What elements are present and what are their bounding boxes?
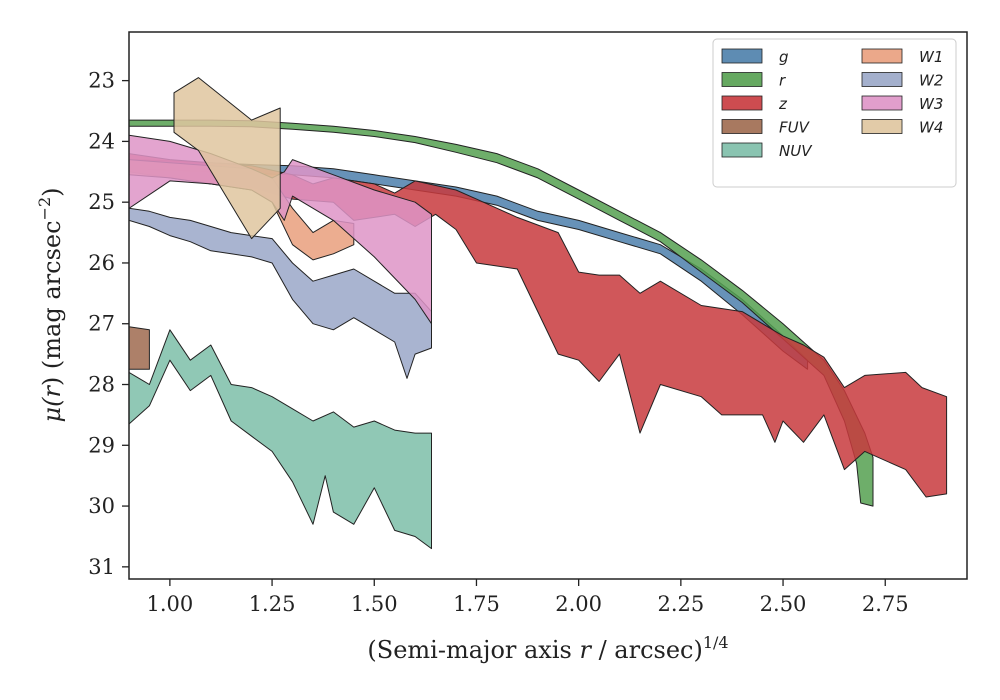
- y-tick-label: 27: [88, 312, 115, 336]
- legend-label-fuv: FUV: [779, 119, 811, 137]
- series-band-w2: [129, 207, 432, 379]
- legend-swatch-g: [721, 48, 763, 64]
- legend-label-w1: W1: [919, 48, 943, 66]
- y-tick-label: 28: [88, 373, 115, 397]
- series-band-z: [129, 153, 948, 498]
- legend: grz FUV NUV W1 W2 W3 W4: [712, 38, 957, 188]
- x-tick-label: 1.25: [249, 592, 296, 616]
- legend-swatch-fuv: [721, 119, 763, 134]
- y-tick-label: 29: [88, 433, 115, 457]
- legend-label-nuv: NUV: [779, 142, 813, 160]
- plot-frame: [128, 31, 968, 580]
- x-tick-label: 1.75: [453, 592, 500, 616]
- legend-swatch-r: [721, 72, 763, 87]
- legend-swatch-w4: [861, 119, 903, 134]
- legend-label-w3: W3: [919, 95, 943, 113]
- series-band-w4: [173, 77, 281, 240]
- legend-label-z: z: [778, 95, 788, 113]
- x-tick-label: 2.25: [657, 592, 704, 616]
- legend-label-w4: W4: [919, 119, 943, 137]
- x-tick-label: 2.50: [760, 592, 807, 616]
- x-axis-label: (Semi-major axis r / arcsec)1/4: [367, 633, 728, 664]
- legend-swatch-z: [721, 95, 763, 111]
- y-tick-label: 30: [88, 494, 115, 518]
- y-tick-label: 23: [88, 69, 115, 93]
- y-tick-label: 26: [88, 251, 115, 275]
- legend-label-g: g: [779, 48, 789, 66]
- series-band-fuv: [129, 326, 150, 370]
- legend-swatch-w1: [861, 48, 903, 64]
- legend-swatch-nuv: [721, 142, 763, 158]
- y-tick-label: 25: [88, 190, 115, 214]
- series-band-nuv: [129, 329, 432, 550]
- y-axis-label: μ(r) (mag arcsec−2): [35, 187, 66, 422]
- y-tick-label: 31: [88, 555, 115, 579]
- series-band-r: [129, 119, 874, 507]
- y-axis-ticks: 23 24 25 26 27 28 29 30 31: [88, 69, 129, 579]
- x-tick-label: 2.00: [555, 592, 602, 616]
- series-layer: [129, 77, 948, 550]
- x-tick-label: 2.75: [862, 592, 909, 616]
- x-tick-label: 1.50: [351, 592, 398, 616]
- x-axis-ticks: 1.00 1.25 1.50 1.75 2.00 2.25 2.50 2.75: [146, 579, 909, 616]
- legend-swatch-w2: [861, 72, 903, 87]
- legend-label-w2: W2: [919, 72, 943, 90]
- x-tick-label: 1.00: [146, 592, 193, 616]
- legend-swatch-w3: [861, 95, 903, 111]
- y-tick-label: 24: [88, 129, 115, 153]
- legend-label-r: r: [779, 72, 786, 90]
